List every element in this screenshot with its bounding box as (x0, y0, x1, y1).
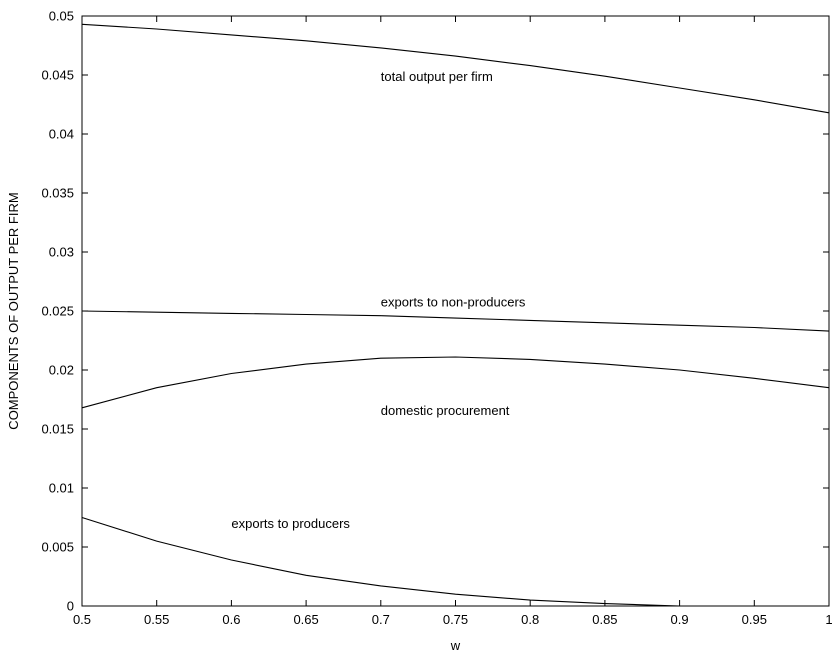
x-tick-label: 0.6 (222, 612, 240, 627)
y-tick-label: 0.005 (41, 540, 74, 555)
series-line (81, 23, 830, 114)
y-tick-label: 0.01 (49, 481, 74, 496)
plot-frame (81, 15, 830, 607)
x-tick-label: 0.55 (144, 612, 169, 627)
axis-tick-labels: 0.5 0.55 0.6 0.65 0.7 0.75 0.8 0.85 0.9 0.95 1 0 0.0… (41, 9, 832, 628)
x-tick-label: 1 (825, 612, 832, 627)
x-tick-label: 0.7 (372, 612, 390, 627)
series-annotation: total output per firm (381, 69, 493, 84)
x-tick-label: 0.75 (443, 612, 468, 627)
series-line (81, 516, 829, 607)
y-tick-label: 0.02 (49, 363, 74, 378)
series-line (81, 356, 830, 409)
y-tick-label: 0.015 (41, 422, 74, 437)
x-tick-label: 0.8 (521, 612, 539, 627)
y-tick-label: 0 (67, 599, 74, 614)
x-tick-label: 0.95 (742, 612, 767, 627)
y-tick-label: 0.025 (41, 304, 74, 319)
series-annotation: domestic procurement (381, 403, 510, 418)
y-axis-label: COMPONENTS OF OUTPUT PER FIRM (6, 192, 21, 429)
series-annotations: total output per firm exports to non-prod… (231, 69, 525, 531)
y-tick-label: 0.035 (41, 186, 74, 201)
series-annotation: exports to non-producers (381, 294, 526, 309)
y-tick-label: 0.04 (49, 127, 74, 142)
y-tick-label: 0.05 (49, 9, 74, 24)
x-tick-label: 0.5 (73, 612, 91, 627)
x-tick-label: 0.65 (293, 612, 318, 627)
series-lines (81, 23, 830, 607)
axis-ticks (81, 15, 830, 607)
series-annotation: exports to producers (231, 516, 350, 531)
y-tick-label: 0.045 (41, 68, 74, 83)
x-tick-label: 0.85 (592, 612, 617, 627)
y-tick-label: 0.03 (49, 245, 74, 260)
series-line (81, 310, 830, 332)
x-axis-label: w (450, 638, 461, 653)
x-tick-label: 0.9 (671, 612, 689, 627)
